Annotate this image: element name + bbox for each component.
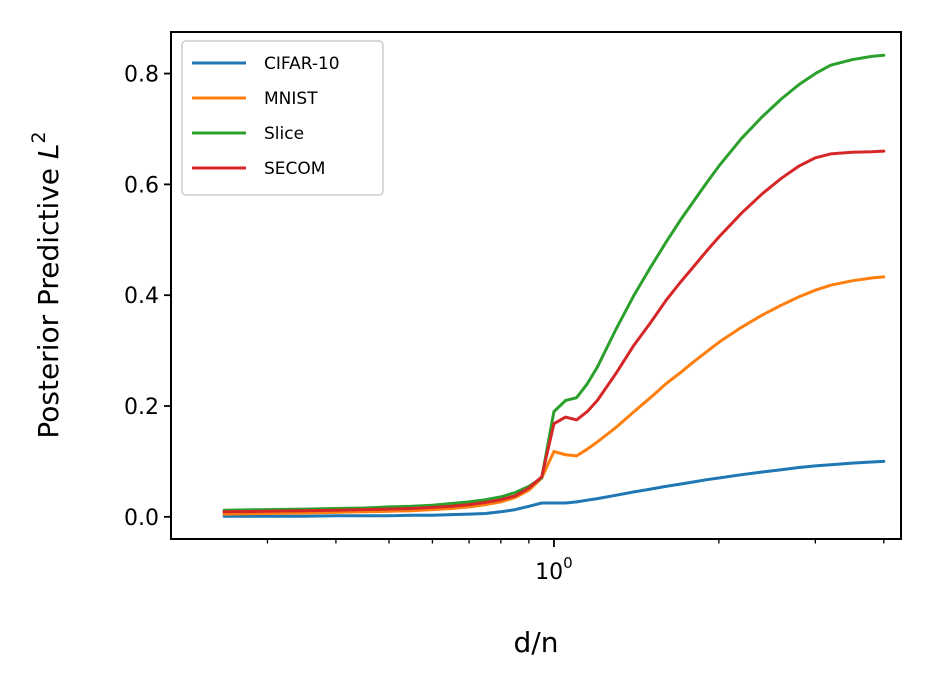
series-layer xyxy=(222,53,886,518)
y-tick-label: 0.2 xyxy=(124,395,159,420)
legend-label: Slice xyxy=(264,124,304,144)
y-tick-label: 0.4 xyxy=(124,284,159,309)
legend-box xyxy=(181,40,384,196)
series-line-cifar-10 xyxy=(222,459,886,518)
series-line-secom xyxy=(222,149,886,514)
y-axis-label: Posterior Predictive L2 xyxy=(28,131,65,438)
legend: CIFAR-10 MNIST Slice SECOM xyxy=(181,40,384,196)
plot-frame xyxy=(170,31,902,540)
legend-label: SECOM xyxy=(264,159,325,179)
legend-label: CIFAR-10 xyxy=(264,54,340,74)
series-line-mnist xyxy=(222,275,886,516)
x-axis: 100 xyxy=(266,539,885,585)
y-axis: 0.0 0.2 0.4 0.6 0.8 xyxy=(124,63,171,531)
x-tick-label: 100 xyxy=(535,554,573,585)
series-line-slice xyxy=(222,53,886,512)
y-tick-label: 0.6 xyxy=(124,173,159,198)
x-axis-label: d/n xyxy=(514,626,559,659)
y-tick-label: 0.0 xyxy=(124,506,159,531)
y-tick-label: 0.8 xyxy=(124,63,159,88)
legend-label: MNIST xyxy=(264,89,318,109)
